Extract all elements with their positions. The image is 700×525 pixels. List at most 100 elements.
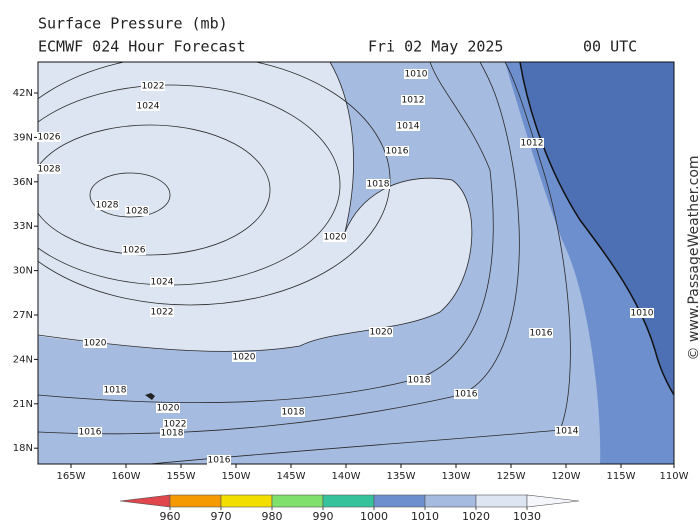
isobar-label: 1014 (397, 122, 420, 132)
isobar-label-bg (396, 121, 420, 131)
isobar (89, 172, 171, 218)
isobar-label: 1016 (79, 428, 102, 438)
isobar-label: 1018 (104, 386, 127, 396)
isobar-label: 1018 (367, 180, 390, 190)
isobar-label-bg (37, 164, 61, 174)
lon-label: 165W (57, 471, 86, 482)
isobar-label: 1028 (38, 165, 61, 175)
isobar-label-bg (136, 101, 160, 111)
isobar-label: 1020 (84, 339, 107, 349)
isobar-label-bg (150, 277, 174, 287)
isobar-label-bg (369, 327, 393, 337)
isobar (38, 124, 271, 256)
colorbar-segment (475, 494, 528, 508)
forecast-time: 00 UTC (583, 38, 637, 56)
isobar-label: 1020 (157, 404, 180, 414)
colorbar-label: 1020 (462, 510, 490, 523)
isobar-label: 1022 (164, 420, 187, 430)
isobar-label: 1024 (137, 102, 160, 112)
lon-label: 115W (607, 471, 636, 482)
isobar-label-bg (125, 206, 149, 216)
lon-label: 155W (167, 471, 196, 482)
isobar-label-bg (385, 146, 409, 156)
lat-label: 33N (13, 221, 33, 232)
isobar (149, 62, 571, 464)
colorbar-segment (373, 494, 426, 508)
isobar-label: 1018 (161, 429, 184, 439)
isobar-label: 1026 (123, 246, 146, 256)
isobar-label-bg (160, 428, 184, 438)
colorbar-arrow (119, 494, 171, 508)
isobar-label: 1020 (370, 328, 393, 338)
isobar-label: 1014 (556, 427, 579, 437)
isobar-label: 1018 (408, 376, 431, 386)
isobar-label: 1010 (631, 309, 654, 319)
isobar-label: 1012 (402, 96, 425, 106)
colorbar-label: 960 (160, 510, 181, 523)
isobar-label-bg (122, 245, 146, 255)
isobar-label-bg (520, 138, 544, 148)
isobar-label-bg (281, 407, 305, 417)
lon-label: 135W (387, 471, 416, 482)
colorbar-label: 1000 (360, 510, 388, 523)
lon-label: 130W (442, 471, 471, 482)
forecast-date: Fri 02 May 2025 (368, 38, 503, 56)
isobar-label: 1016 (530, 329, 553, 339)
high-pressure-area (38, 62, 472, 352)
isobar-label-bg (150, 307, 174, 317)
lon-label: 120W (552, 471, 581, 482)
island (145, 393, 155, 400)
isobar-label-bg (555, 426, 579, 436)
watermark: © www.PassageWeather.com (686, 155, 700, 360)
lon-label: 160W (112, 471, 141, 482)
isobar-label: 1028 (96, 201, 119, 211)
isobar-label-bg (141, 81, 165, 91)
lat-label: 30N (13, 266, 33, 277)
isobar-label: 1022 (151, 308, 174, 318)
isobar-label: 1028 (126, 207, 149, 217)
isobar-label: 1026 (38, 133, 61, 143)
isobar-label: 1024 (151, 278, 174, 288)
isobar-label-bg (103, 385, 127, 395)
isobar (38, 62, 520, 435)
isobar (38, 62, 473, 352)
isobar-label-bg (207, 455, 231, 465)
isobar-label-bg (404, 69, 428, 79)
isobar-label-bg (37, 132, 61, 142)
lon-label: 110W (660, 471, 689, 482)
isobar-label: 1018 (282, 408, 305, 418)
colorbar-segment (220, 494, 273, 508)
lon-label: 140W (332, 471, 361, 482)
land (520, 62, 674, 395)
isobar-label: 1016 (386, 147, 409, 157)
isobar-label-bg (95, 200, 119, 210)
isobar-label-bg (156, 403, 180, 413)
lat-label: 39N (13, 132, 33, 143)
isobar-label-bg (407, 375, 431, 385)
isobar-label-bg (163, 419, 187, 429)
isobar-label: 1020 (324, 233, 347, 243)
lat-label: 27N (13, 310, 33, 321)
lat-label: 21N (13, 399, 33, 410)
lat-label: 42N (13, 88, 33, 99)
lat-label: 24N (13, 354, 33, 365)
isobar-label-bg (232, 352, 256, 362)
lat-label: 18N (13, 443, 33, 454)
isobar-label-bg (78, 427, 102, 437)
isobar-label-bg (83, 338, 107, 348)
colorbar-segment (169, 494, 222, 508)
lon-label: 125W (497, 471, 526, 482)
isobar-label-bg (529, 328, 553, 338)
colorbar-label: 1030 (513, 510, 541, 523)
lat-label: 36N (13, 177, 33, 188)
isobar-label-bg (401, 95, 425, 105)
isobar-label-bg (454, 389, 478, 399)
isobar-label-bg (366, 179, 390, 189)
colorbar-arrow (526, 494, 580, 508)
isobar-label: 1010 (405, 70, 428, 80)
colorbar-label: 990 (313, 510, 334, 523)
map-area (38, 62, 674, 464)
colorbar-segment (322, 494, 375, 508)
colorbar-segment (424, 494, 477, 508)
